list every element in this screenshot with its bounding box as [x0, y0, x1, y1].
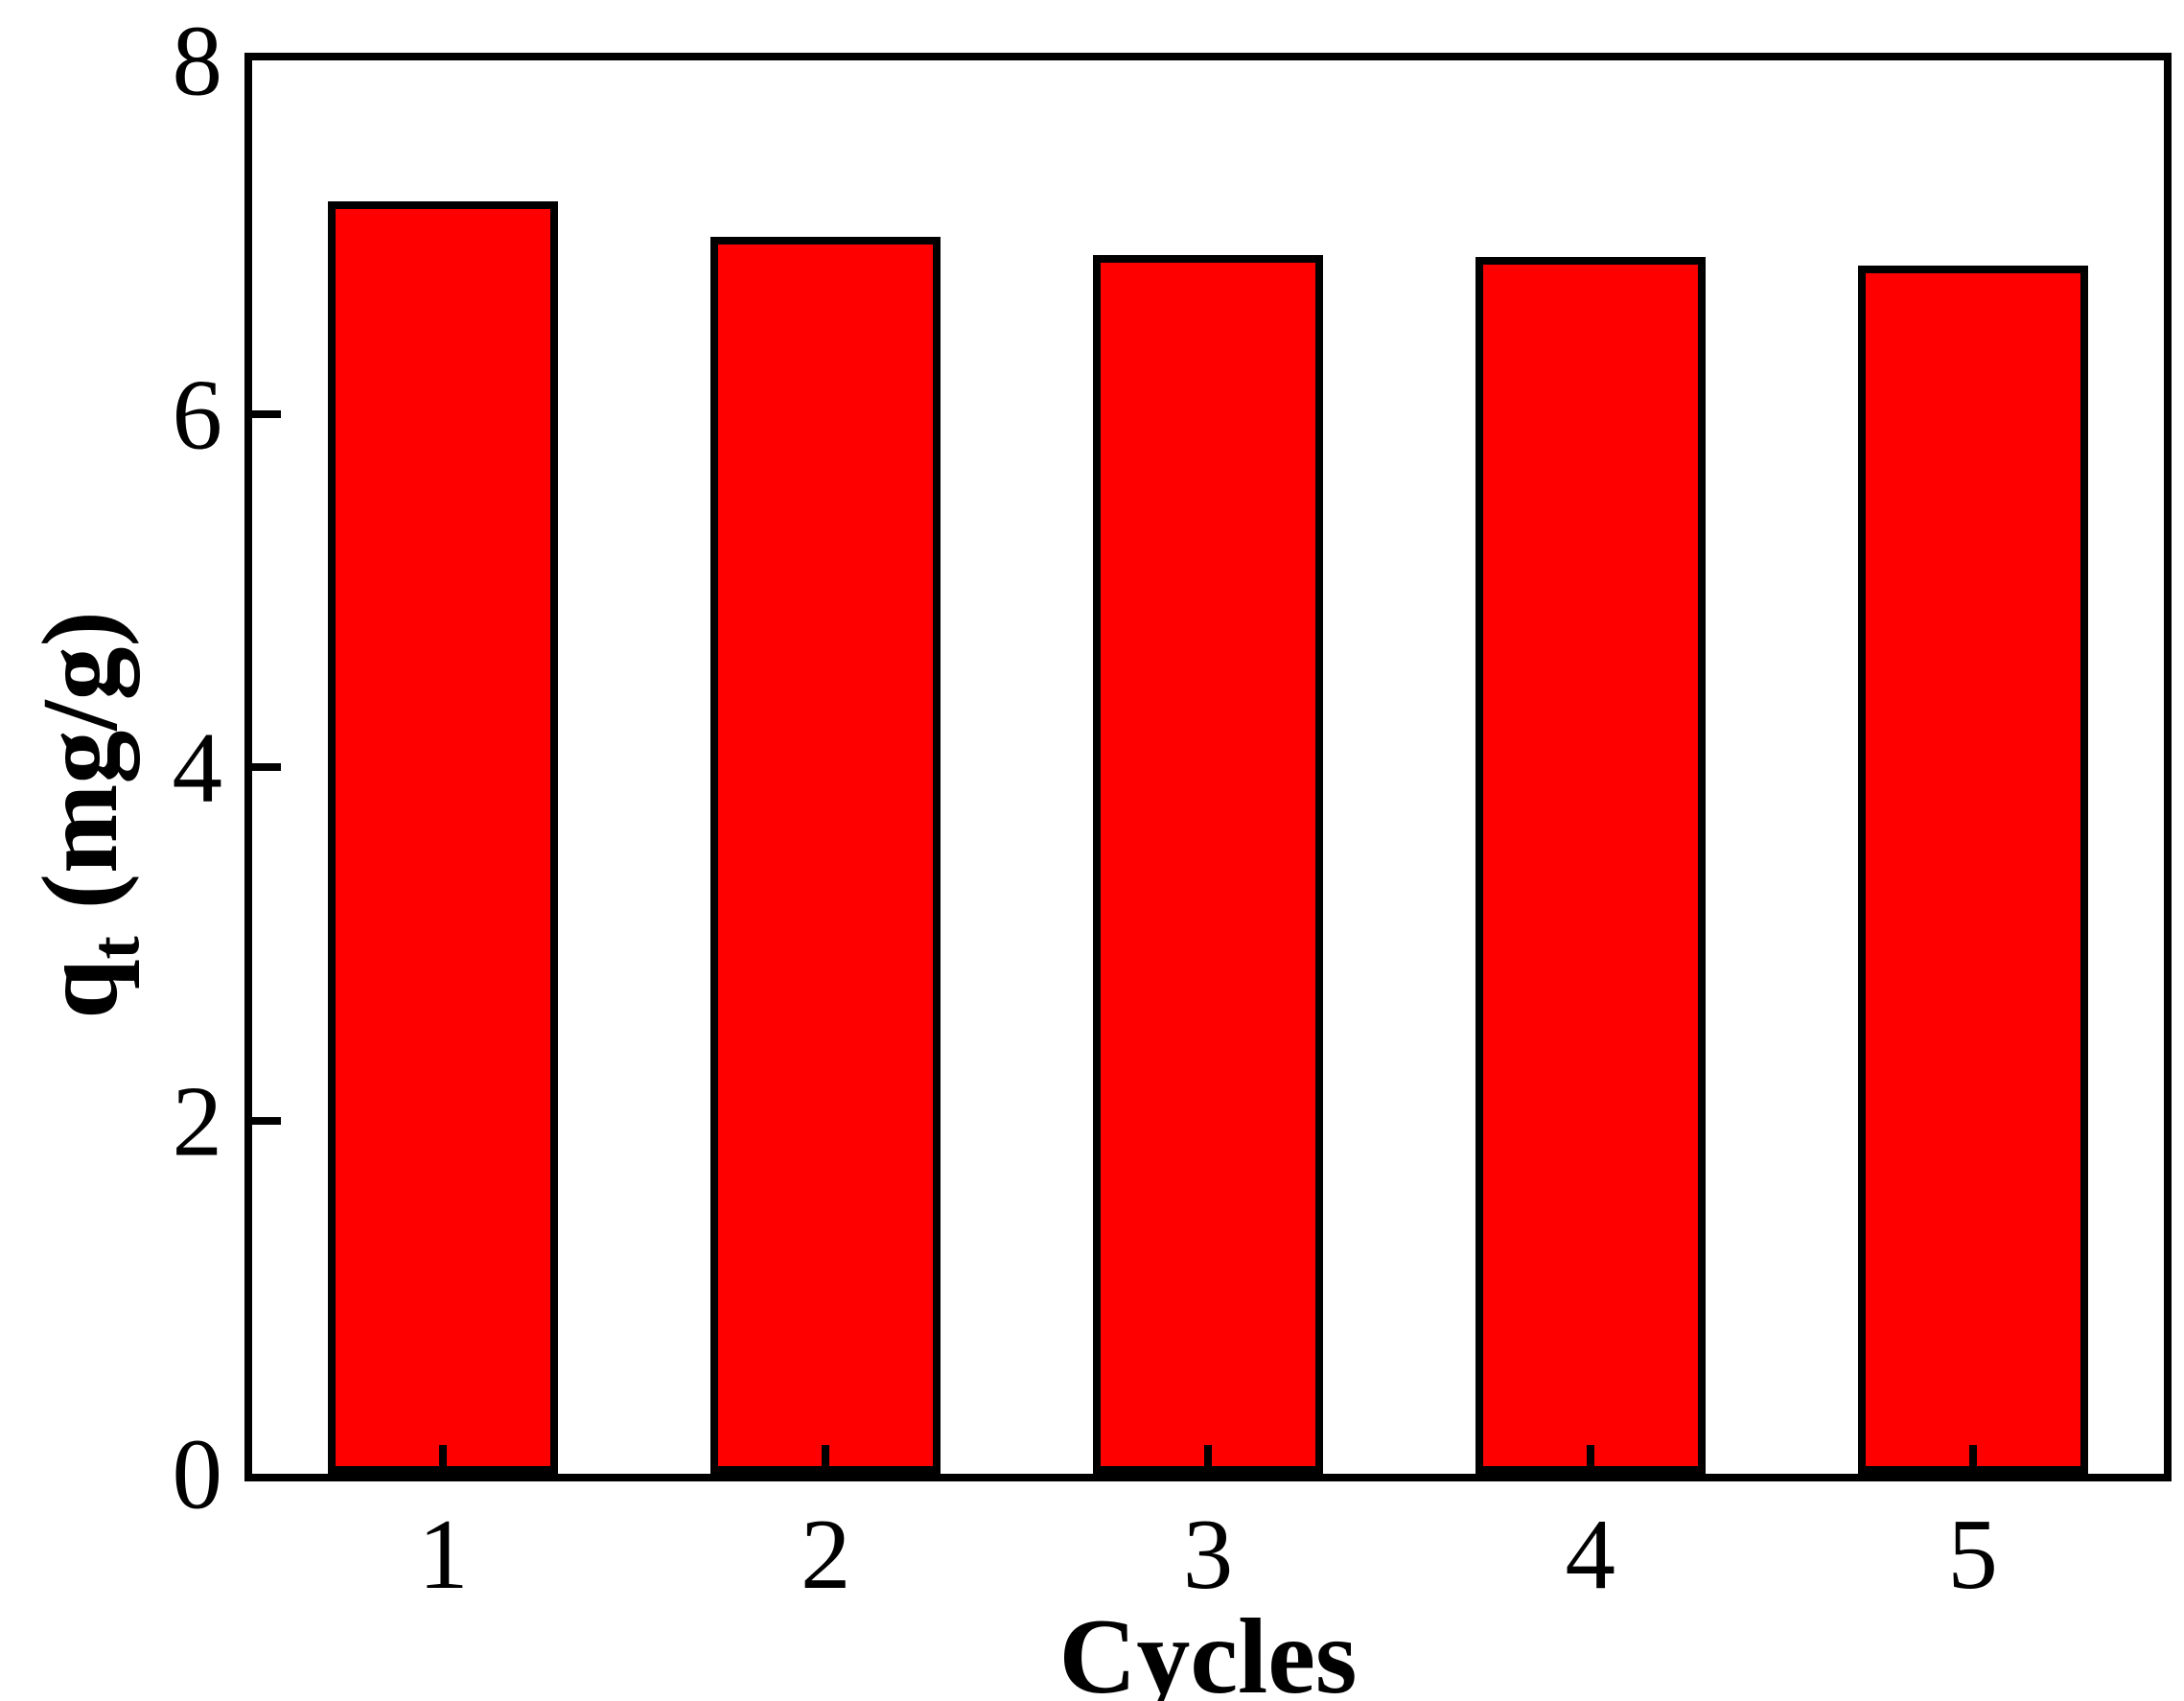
- x-tick-label-3: 3: [1182, 1498, 1234, 1610]
- x-tick-1: [439, 1445, 448, 1474]
- x-tick-label-2: 2: [800, 1498, 851, 1610]
- y-tick-label-2: 2: [172, 1064, 223, 1177]
- x-tick-5: [1968, 1445, 1977, 1474]
- bar-cycle-5: [1857, 265, 2088, 1474]
- x-tick-3: [1204, 1445, 1212, 1474]
- bar-cycle-2: [710, 237, 941, 1474]
- x-tick-2: [822, 1445, 830, 1474]
- y-tick-4: [252, 763, 281, 771]
- y-tick-label-0: 0: [172, 1417, 223, 1530]
- y-tick-label-8: 8: [172, 4, 223, 117]
- x-tick-label-1: 1: [418, 1498, 469, 1610]
- bar-cycle-3: [1093, 254, 1323, 1474]
- x-axis-title: Cycles: [1058, 1597, 1358, 1701]
- y-tick-label-6: 6: [172, 358, 223, 470]
- y-tick-2: [252, 1116, 281, 1125]
- y-tick-label-4: 4: [172, 711, 223, 824]
- y-axis-title-base: q: [21, 959, 140, 1019]
- x-tick-label-5: 5: [1947, 1498, 1998, 1610]
- y-axis-title-subscript: t: [76, 936, 154, 960]
- bar-cycle-1: [328, 201, 559, 1474]
- x-tick-label-4: 4: [1565, 1498, 1616, 1610]
- y-tick-6: [252, 409, 281, 418]
- bar-cycle-4: [1475, 256, 1706, 1474]
- x-tick-4: [1586, 1445, 1594, 1474]
